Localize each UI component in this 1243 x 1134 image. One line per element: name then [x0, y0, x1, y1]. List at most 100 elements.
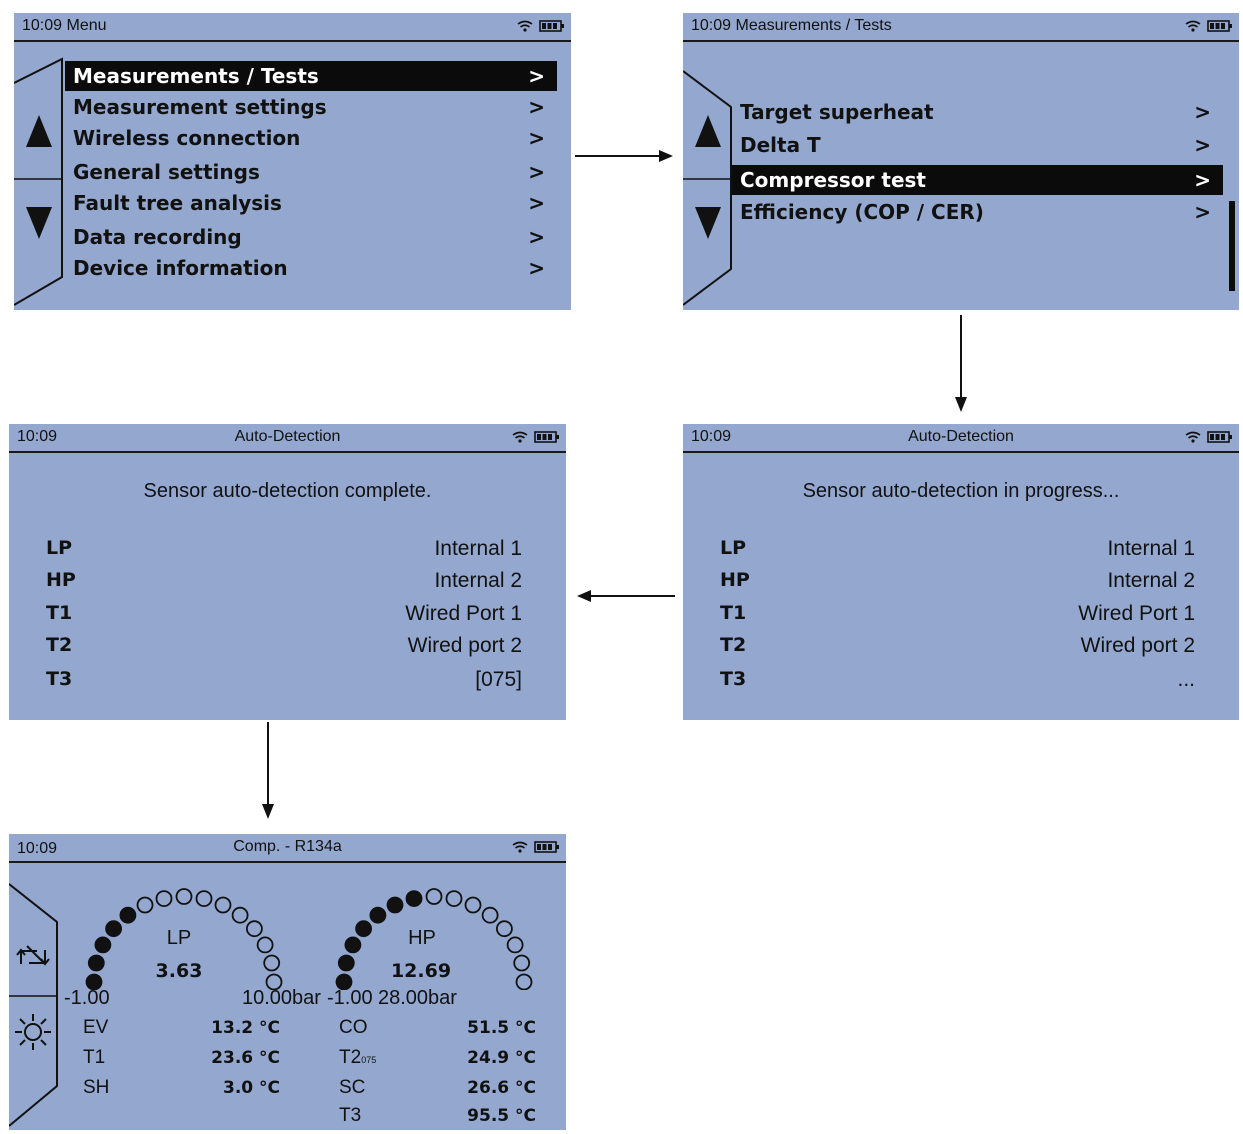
battery-icon — [534, 841, 559, 853]
sensor-value: ... — [1177, 668, 1195, 691]
sensor-row: LP Internal 1 — [683, 537, 1239, 567]
gauge-dot — [515, 973, 533, 990]
hp-gauge-value: 12.69 — [390, 960, 452, 982]
gauge-dot — [263, 954, 281, 972]
hp-gauge-label: HP — [408, 927, 436, 949]
sensor-key: HP — [46, 569, 76, 591]
flow-arrow-right — [575, 150, 673, 162]
lp-gauge-value: 3.63 — [155, 960, 203, 982]
measurement-value: 23.6 °C — [211, 1048, 280, 1068]
measurement-key-label: SC — [339, 1077, 366, 1098]
menu-item-label: Device information — [73, 256, 288, 280]
gauge-dot — [355, 920, 372, 938]
battery-icon — [534, 431, 559, 443]
status-bar: 10:09 Comp. - R134a — [9, 834, 566, 863]
sensor-value: Internal 2 — [434, 569, 522, 592]
measurement-value: 13.2 °C — [211, 1018, 280, 1038]
menu-item-general-settings[interactable]: General settings > — [65, 157, 557, 187]
menu-item-label: Measurement settings — [73, 95, 327, 119]
scroll-rail[interactable] — [683, 53, 733, 310]
side-rail — [9, 883, 58, 1127]
measurement-key: SH — [83, 1077, 110, 1098]
chevron-right-icon: > — [528, 126, 545, 150]
sensor-row: LP Internal 1 — [9, 537, 566, 567]
gauge-dot — [85, 973, 103, 990]
lp-gauge-label: LP — [166, 927, 192, 949]
swap-icon[interactable] — [15, 942, 51, 972]
menu-item-label: Compressor test — [740, 168, 926, 192]
gauge-dot — [175, 888, 193, 905]
battery-icon — [1207, 20, 1232, 32]
hp-gauge — [335, 888, 533, 990]
chevron-right-icon: > — [528, 256, 545, 280]
menu-item-efficiency-cop-cer[interactable]: Efficiency (COP / CER) > — [732, 197, 1223, 227]
measurement-key-label: T3 — [339, 1105, 362, 1126]
gauge-dot — [105, 920, 122, 938]
menu-item-delta-t[interactable]: Delta T > — [732, 130, 1223, 160]
wifi-icon — [1185, 431, 1201, 443]
detect-progress-screen: 10:09 Auto-Detection Sensor auto-detecti… — [683, 424, 1239, 720]
status-message: Sensor auto-detection complete. — [143, 480, 432, 502]
sensor-value: Internal 1 — [1107, 537, 1195, 560]
status-time: 10:09 — [17, 428, 58, 445]
wifi-icon — [512, 431, 528, 443]
sensor-row: T3 [075] — [9, 668, 566, 698]
gauge-dot — [245, 920, 263, 938]
hp-range-min: -1.00 — [327, 987, 373, 1009]
flow-arrow-down — [262, 722, 274, 819]
status-bar: 10:09 Menu — [14, 13, 571, 42]
sensor-key: LP — [720, 537, 747, 559]
menu-item-compressor-test[interactable]: Compressor test > — [732, 165, 1223, 195]
menu-item-data-recording[interactable]: Data recording > — [65, 222, 557, 252]
status-title: 10:09 Measurements / Tests — [691, 17, 892, 34]
gauge-dot — [495, 920, 513, 938]
sensor-key: T2 — [720, 634, 747, 656]
scroll-rail[interactable] — [14, 53, 64, 310]
gauge-dot — [405, 890, 423, 908]
measurement-key: EV — [83, 1017, 109, 1038]
sensor-value: Wired port 2 — [407, 634, 522, 657]
chevron-right-icon: > — [1194, 100, 1211, 124]
battery-icon — [539, 20, 564, 32]
measurement-key: SC — [339, 1077, 365, 1099]
menu-item-measurements-tests[interactable]: Measurements / Tests > — [65, 61, 557, 91]
sensor-key: HP — [720, 569, 750, 591]
status-title: Comp. - R134a — [233, 838, 342, 855]
scroll-up-icon[interactable] — [24, 113, 54, 149]
menu-item-measurement-settings[interactable]: Measurement settings > — [65, 92, 557, 122]
menu-screen: 10:09 Menu Measurements / Tests > Measurem… — [14, 13, 571, 310]
sensor-row: T2 Wired port 2 — [9, 634, 566, 664]
sensor-value: Internal 1 — [434, 537, 522, 560]
menu-item-label: Target superheat — [740, 100, 934, 124]
menu-item-label: Fault tree analysis — [73, 191, 282, 215]
gauge-dot — [136, 896, 154, 914]
gauge-dot — [155, 890, 173, 908]
gauge-dot — [506, 936, 524, 954]
sensor-value: Wired port 2 — [1080, 634, 1195, 657]
menu-item-device-information[interactable]: Device information > — [65, 253, 557, 283]
sensor-row: HP Internal 2 — [683, 569, 1239, 599]
scroll-down-icon[interactable] — [24, 205, 54, 241]
chevron-right-icon: > — [528, 191, 545, 215]
menu-item-label: Wireless connection — [73, 126, 301, 150]
menu-item-label: Measurements / Tests — [73, 64, 319, 88]
menu-item-target-superheat[interactable]: Target superheat > — [732, 97, 1223, 127]
measurement-key: T1 — [83, 1047, 106, 1068]
detect-complete-screen: 10:09 Auto-Detection Sensor auto-detecti… — [9, 424, 566, 720]
menu-item-fault-tree-analysis[interactable]: Fault tree analysis > — [65, 188, 557, 218]
chevron-right-icon: > — [528, 160, 545, 184]
scrollbar-thumb[interactable] — [1229, 201, 1235, 291]
scroll-down-icon[interactable] — [693, 205, 723, 241]
sensor-key: T2 — [46, 634, 73, 656]
chevron-right-icon: > — [1194, 168, 1211, 192]
measurement-value: 95.5 °C — [467, 1106, 536, 1126]
battery-icon — [1207, 431, 1232, 443]
sun-icon[interactable] — [13, 1012, 53, 1052]
menu-item-wireless-connection[interactable]: Wireless connection > — [65, 123, 557, 153]
hp-range-max: 28.00bar — [378, 987, 457, 1009]
gauge-dot — [195, 890, 213, 908]
sensor-value: Internal 2 — [1107, 569, 1195, 592]
measurement-value: 24.9 °C — [467, 1048, 536, 1068]
wifi-icon — [1185, 20, 1201, 32]
scroll-up-icon[interactable] — [693, 113, 723, 149]
